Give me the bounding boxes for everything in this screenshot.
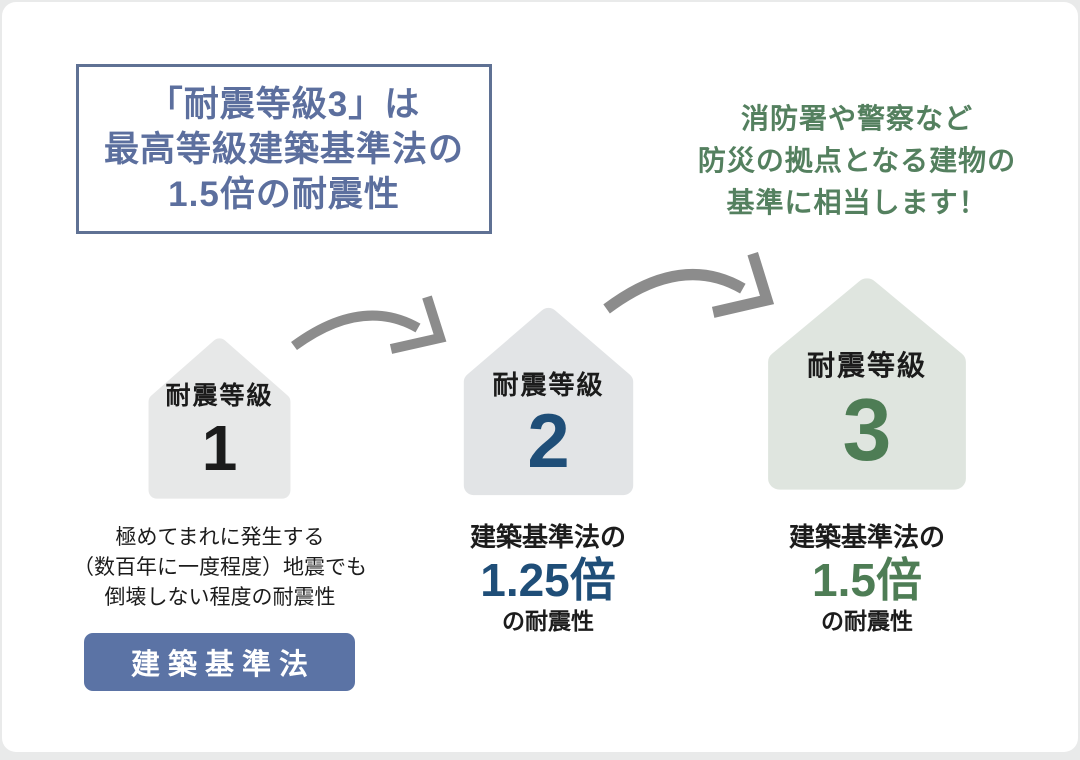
grade1-desc-line-1: 極めてまれに発生する <box>115 526 325 549</box>
grade1-desc-line-2: （数百年に一度程度）地震でも <box>73 556 367 579</box>
grade1-desc-line-3: 倒壊しない程度の耐震性 <box>104 586 336 609</box>
grade3-house: 耐震等級 3 <box>752 274 982 494</box>
headline-box: 「耐震等級3」は 最高等級建築基準法の 1.5倍の耐震性 <box>76 64 492 234</box>
house-icon <box>148 338 291 499</box>
grade2-description: 建築基準法の 1.25倍 の耐震性 <box>448 521 648 635</box>
headline-line-3: 1.5倍の耐震性 <box>168 174 400 214</box>
callout-line-2: 防災の拠点となる建物の <box>697 145 1017 176</box>
grade2-house: 耐震等級 2 <box>450 304 647 499</box>
headline-line-1: 「耐震等級3」は <box>147 84 421 124</box>
grade1-house: 耐震等級 1 <box>137 335 302 502</box>
grade2-desc-prefix: 建築基準法の <box>469 522 626 552</box>
grade2-label: 耐震等級 <box>492 370 605 400</box>
grade3-desc-prefix: 建築基準法の <box>788 522 945 552</box>
curved-arrow-icon <box>291 295 447 354</box>
grade1-number: 1 <box>201 412 238 484</box>
headline-line-2: 最高等級建築基準法の <box>103 129 464 169</box>
grade2-number: 2 <box>527 399 570 484</box>
house-icon <box>768 278 966 490</box>
grade3-callout: 消防署や警察など 防災の拠点となる建物の 基準に相当します！ <box>672 98 1042 224</box>
grade2-multiplier: 1.25倍 <box>480 554 616 606</box>
grade3-description: 建築基準法の 1.5倍 の耐震性 <box>757 521 977 635</box>
grade3-desc-suffix: の耐震性 <box>821 608 913 634</box>
building-standard-law-badge: 建築基準法 <box>84 633 355 691</box>
grade1-label: 耐震等級 <box>165 382 274 410</box>
curved-arrow-icon <box>603 251 775 318</box>
grade2-house-text: 耐震等級 2 <box>450 304 647 499</box>
grade1-house-text: 耐震等級 1 <box>137 335 302 502</box>
grade1-description: 極めてまれに発生する （数百年に一度程度）地震でも 倒壊しない程度の耐震性 <box>50 523 390 613</box>
grade3-multiplier: 1.5倍 <box>812 554 922 606</box>
callout-line-1: 消防署や警察など <box>740 103 973 134</box>
callout-line-3: 基準に相当します！ <box>726 187 988 218</box>
grade2-desc-suffix: の耐震性 <box>502 608 594 634</box>
house-icon <box>463 307 634 496</box>
grade3-number: 3 <box>842 380 892 479</box>
grade3-house-text: 耐震等級 3 <box>752 274 982 494</box>
grade3-label: 耐震等級 <box>806 350 927 381</box>
